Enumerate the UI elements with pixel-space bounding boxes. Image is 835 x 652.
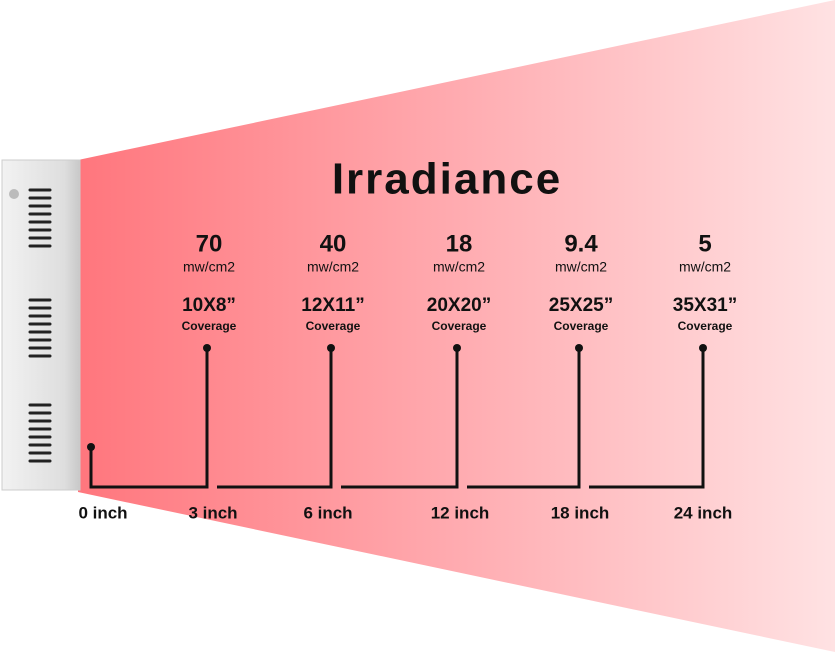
distance-label: 12 inch (431, 503, 490, 522)
lamp-screw (9, 189, 19, 199)
coverage-label: Coverage (182, 319, 237, 333)
coverage-size: 35X31” (673, 295, 737, 316)
irradiance-value: 40 (320, 230, 347, 257)
marker-dot (87, 443, 95, 451)
distance-label: 24 inch (674, 503, 733, 522)
irradiance-unit: mw/cm2 (679, 259, 731, 275)
coverage-size: 12X11” (301, 295, 364, 316)
distances: 0 inch 3 inch 6 inch 12 inch 18 inch 24 inch (78, 503, 732, 522)
distance-bracket (341, 348, 459, 489)
coverage-label: Coverage (306, 319, 361, 333)
columns: 70 mw/cm2 10X8” Coverage 40 mw/cm2 12X11” Cover… (87, 230, 737, 489)
distance-label: 18 inch (551, 503, 610, 522)
coverage-label: Coverage (432, 319, 487, 333)
irradiance-unit: mw/cm2 (183, 259, 235, 275)
irradiance-unit: mw/cm2 (555, 259, 607, 275)
irradiance-value: 9.4 (564, 230, 598, 257)
irradiance-value: 18 (446, 230, 473, 257)
irradiance-unit: mw/cm2 (307, 259, 359, 275)
distance-label: 3 inch (188, 503, 237, 522)
distance-bracket (467, 348, 581, 489)
coverage-size: 25X25” (549, 295, 613, 316)
coverage-label: Coverage (678, 319, 733, 333)
light-beam (78, 0, 835, 652)
irradiance-unit: mw/cm2 (433, 259, 485, 275)
distance-label: 6 inch (303, 503, 352, 522)
distance-bracket (217, 348, 333, 489)
distance-bracket (89, 348, 209, 489)
title: Irradiance (332, 155, 562, 204)
coverage-size: 10X8” (182, 295, 236, 316)
coverage-size: 20X20” (427, 295, 491, 316)
coverage-label: Coverage (554, 319, 609, 333)
irradiance-value: 5 (698, 230, 711, 257)
distance-label: 0 inch (78, 503, 127, 522)
irradiance-value: 70 (196, 230, 223, 257)
lamp-vents (28, 188, 52, 463)
distance-bracket (589, 348, 705, 489)
